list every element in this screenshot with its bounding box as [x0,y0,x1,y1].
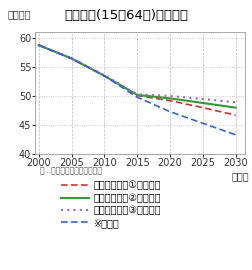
将来推計人口③（高位） [200,97,203,100]
Legend: 将来推計人口①（低位）, 将来推計人口②（中位）, 将来推計人口③（高位）, ※参考値: 将来推計人口①（低位）, 将来推計人口②（中位）, 将来推計人口③（高位）, ※… [61,181,160,228]
Line: 将来推計人口①（低位）: 将来推計人口①（低位） [39,45,235,115]
将来推計人口①（低位） [70,57,73,60]
将来推計人口③（高位） [168,94,171,98]
将来推計人口③（高位） [37,43,40,47]
将来推計人口①（低位） [135,94,138,97]
将来推計人口③（高位） [70,57,73,60]
将来推計人口②（中位） [37,43,40,47]
Line: 将来推計人口③（高位）: 将来推計人口③（高位） [39,45,235,102]
※参考値 [200,122,203,125]
将来推計人口②（中位） [102,74,105,77]
将来推計人口③（高位） [233,101,236,104]
将来推計人口①（低位） [102,74,105,77]
Text: ＊…旧鹿原町人口との合計値: ＊…旧鹿原町人口との合計値 [40,166,102,175]
将来推計人口②（中位） [200,101,203,104]
※参考値 [135,96,138,99]
将来推計人口①（低位） [37,43,40,47]
Text: （年）: （年） [231,171,249,181]
将来推計人口②（中位） [135,93,138,96]
※参考値 [233,133,236,136]
将来推計人口②（中位） [233,106,236,109]
将来推計人口③（高位） [135,93,138,96]
将来推計人口①（低位） [233,113,236,117]
※参考値 [168,110,171,113]
将来推計人口②（中位） [70,57,73,60]
将来推計人口①（低位） [200,106,203,109]
※参考値 [37,43,40,47]
Text: 生産年齢(15〜64歳)人口推移: 生産年齢(15〜64歳)人口推移 [64,9,188,22]
将来推計人口①（低位） [168,99,171,102]
※参考値 [102,74,105,77]
Line: ※参考値: ※参考値 [39,45,235,135]
※参考値 [70,57,73,60]
将来推計人口②（中位） [168,97,171,100]
将来推計人口③（高位） [102,74,105,77]
Line: 将来推計人口②（中位）: 将来推計人口②（中位） [39,45,235,108]
Text: （万人）: （万人） [8,9,31,19]
